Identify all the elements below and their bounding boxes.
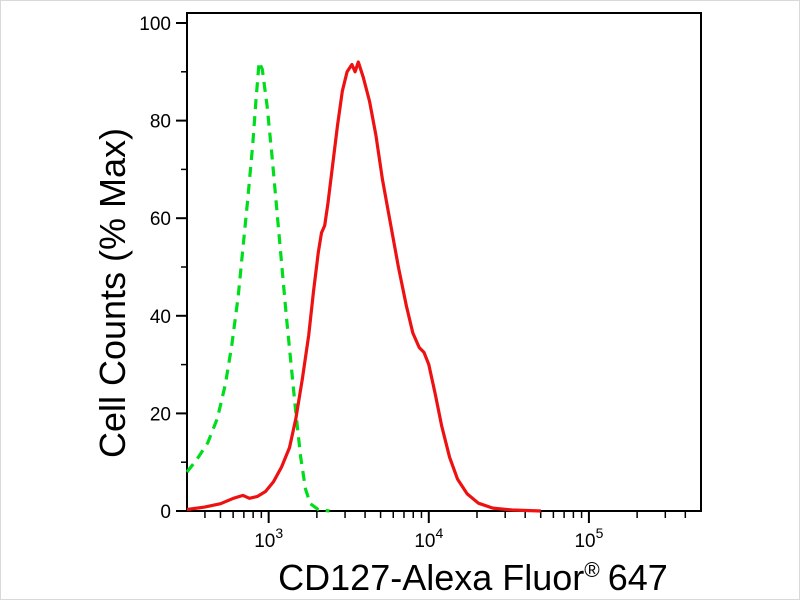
x-axis-title-tail: 647 — [607, 557, 668, 598]
x-tick-label: 104 — [414, 525, 443, 552]
y-tick-label: 100 — [139, 14, 171, 35]
curve-red-solid — [186, 60, 541, 513]
y-tick-label: 20 — [150, 404, 171, 425]
y-tick-label: 80 — [150, 112, 171, 133]
curve-green-dashed — [185, 60, 330, 513]
x-tick-label: 105 — [574, 525, 603, 552]
plot-border — [186, 12, 702, 512]
y-axis-title: Cell Counts (% Max) — [92, 127, 133, 459]
x-axis-title-main: CD127-Alexa Fluor — [278, 557, 585, 598]
y-tick-label: 60 — [150, 209, 171, 230]
x-tick-label: 103 — [254, 525, 283, 552]
registered-trademark-symbol: ® — [584, 559, 600, 582]
y-tick-label: 0 — [160, 502, 171, 523]
x-axis-title: CD127-Alexa Fluor® 647 — [278, 557, 668, 599]
y-tick-label: 40 — [150, 307, 171, 328]
